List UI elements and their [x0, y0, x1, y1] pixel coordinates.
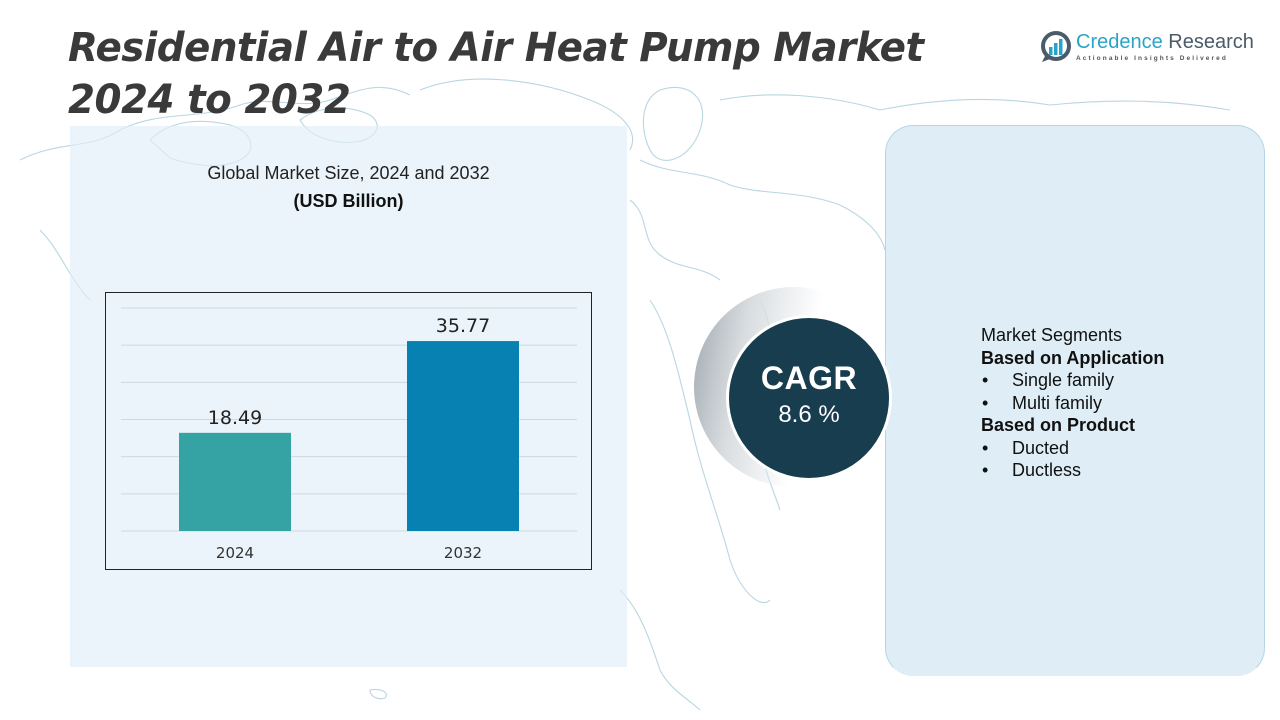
x-tick-label-2024: 2024	[216, 544, 254, 562]
bar-chart-svg: 18.49 2024 35.77 2032	[121, 307, 577, 562]
market-segments: Market Segments Based on Application • Si…	[981, 324, 1164, 482]
chart-title: Global Market Size, 2024 and 2032	[207, 163, 490, 183]
segment-group-heading-application: Based on Application	[981, 347, 1165, 368]
segment-item: • Ductless	[981, 459, 1164, 482]
bar-chart: 18.49 2024 35.77 2032	[105, 292, 592, 570]
segment-item-label: Single family	[1012, 370, 1115, 390]
segment-item-label: Multi family	[1012, 392, 1103, 413]
credence-research-logo: Credence Research Actionable Insights De…	[1040, 30, 1254, 66]
bullet-icon: •	[982, 370, 989, 390]
x-tick-label-2032: 2032	[444, 544, 482, 562]
segment-item-label: Ductless	[1012, 460, 1082, 480]
segment-group-heading-product: Based on Product	[981, 415, 1136, 435]
bar-2032	[407, 341, 519, 531]
logo-tagline: Actionable Insights Delivered	[1076, 55, 1228, 62]
data-label-2024: 18.49	[208, 407, 262, 429]
page-title: Residential Air to Air Heat Pump Market …	[68, 25, 924, 123]
bar-labels: 18.49 2024 35.77 2032	[208, 315, 490, 562]
chart-unit: (USD Billion)	[293, 191, 404, 211]
bullet-icon: •	[982, 460, 989, 480]
segments-panel	[885, 125, 1265, 676]
bullet-icon: •	[982, 437, 989, 458]
segment-item: • Multi family	[981, 392, 1164, 415]
logo-name-part2: Research	[1162, 31, 1254, 53]
bars	[179, 341, 519, 531]
bar-2024	[179, 432, 291, 531]
logo-name-part1: Credence	[1076, 31, 1163, 53]
logo-name: Credence Research	[1076, 30, 1254, 54]
data-label-2032: 35.77	[436, 315, 490, 337]
segment-item-label: Ducted	[1012, 437, 1070, 458]
cagr-label: CAGR	[760, 360, 858, 396]
segments-title: Market Segments	[981, 325, 1123, 345]
bar-chart-in-circle-icon	[1041, 31, 1071, 62]
bullet-icon: •	[982, 392, 989, 413]
cagr-value: 8.6 %	[778, 401, 840, 428]
segment-item: • Ducted	[981, 437, 1164, 460]
cagr-badge: CAGR 8.6 %	[726, 315, 892, 481]
segment-item: • Single family	[981, 369, 1164, 392]
